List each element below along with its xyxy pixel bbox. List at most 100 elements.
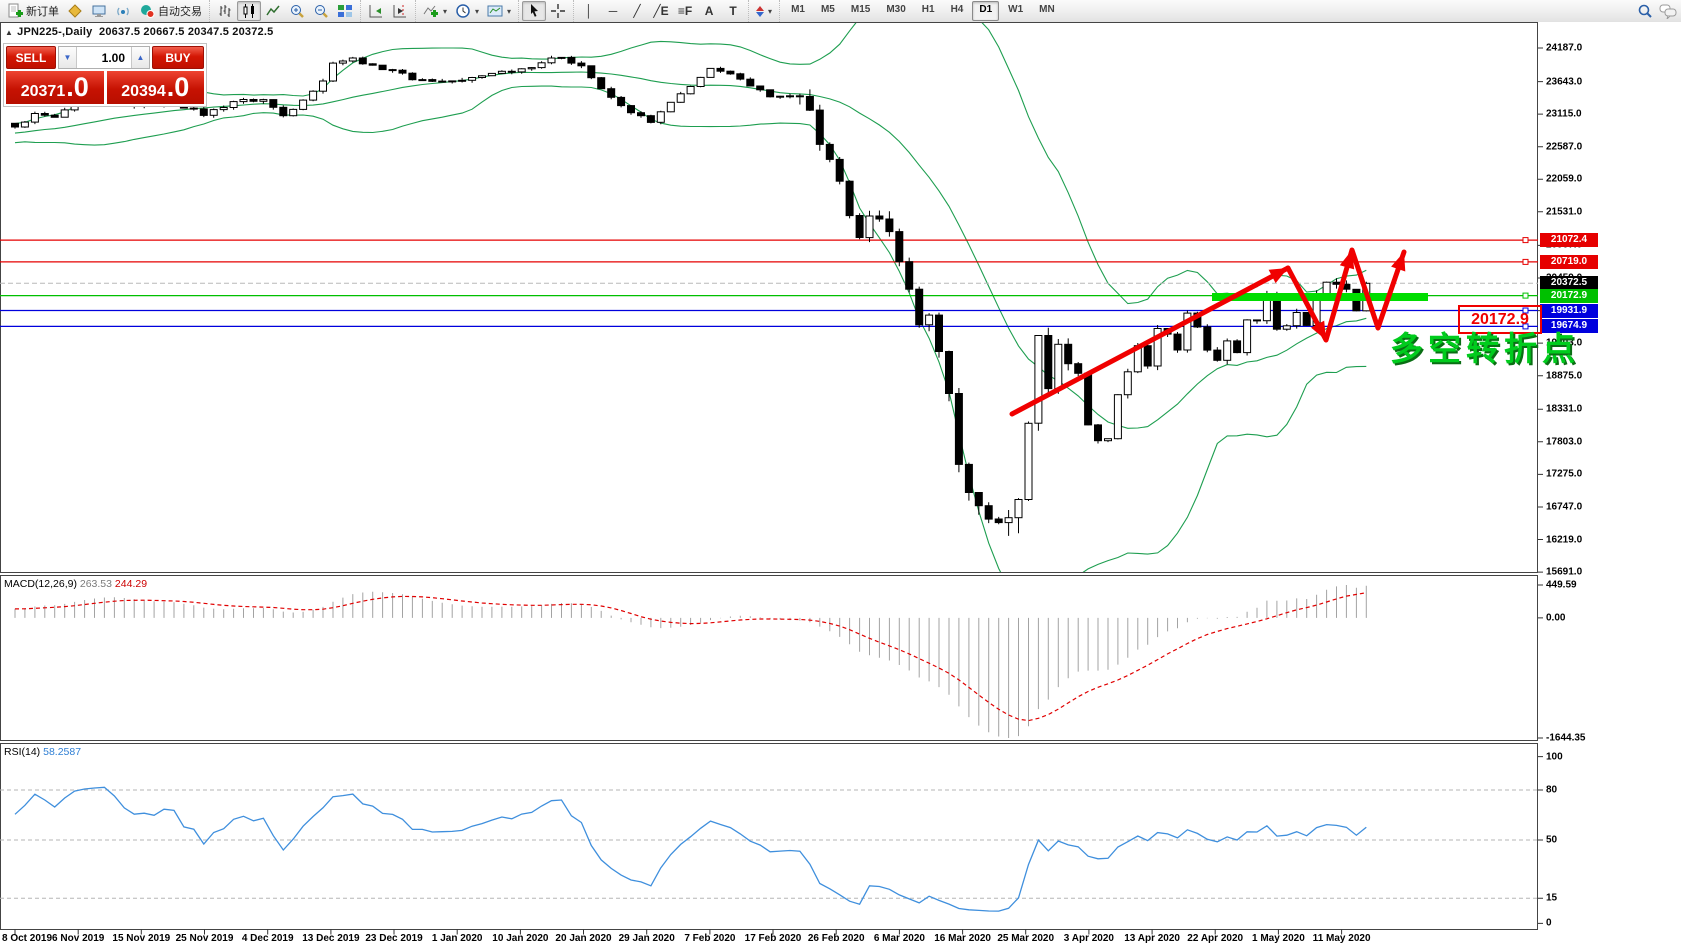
zoom-in-icon (289, 3, 305, 19)
buy-price-main: 20394 (121, 83, 166, 100)
turning-point-annotation[interactable]: 多空转折点 (1390, 330, 1580, 367)
price-annotation-text: 20172.9 (1471, 310, 1529, 328)
new-order-label: 新订单 (26, 6, 59, 18)
toolbar-group-indicators: ▾ ▾ ▾ (415, 0, 518, 22)
line-chart-button[interactable] (261, 1, 285, 21)
timeframe-m15-button[interactable]: M15 (850, 4, 871, 15)
toolbar-group-trade: 新订单 自动交易 (0, 0, 209, 22)
timeframe-h4-button[interactable]: H4 (950, 4, 964, 15)
zoom-in-button[interactable] (285, 1, 309, 21)
collapse-panel-arrow[interactable]: ▲ (5, 28, 14, 37)
chart-title: ▲ JPN225-,Daily 20637.5 20667.5 20347.5 2… (5, 26, 273, 38)
cursor-button[interactable] (522, 1, 547, 21)
sell-price-display[interactable]: 20371.0 (6, 71, 104, 104)
chart-window: 24187.0 23643.0 23115.0 22587.0 22059.0 21531… (0, 22, 1681, 944)
sell-price-frac: .0 (66, 72, 89, 102)
horizontal-line-tool-button[interactable]: ─ (601, 1, 625, 21)
rsi-label: RSI(14) 58.2587 (4, 746, 81, 758)
volume-increase-button[interactable]: ▲ (131, 47, 149, 68)
arrows-tool-icon (756, 5, 765, 17)
equidistant-channel-tool-button[interactable]: ╱E (649, 1, 673, 21)
signal-button[interactable] (111, 1, 135, 21)
macd-signal-value: 244.29 (114, 578, 148, 590)
horizontal-line-tool-icon: ─ (608, 4, 618, 18)
toolbar: 新订单 自动交易 (0, 0, 1681, 24)
chart-shift-button[interactable] (388, 1, 412, 21)
templates-dropdown-caret[interactable]: ▾ (507, 6, 512, 16)
auto-trading-button[interactable]: 自动交易 (135, 1, 206, 21)
buy-price-display[interactable]: 20394.0 (106, 71, 204, 104)
toolbar-group-chart-type (209, 0, 360, 22)
chart-shift-icon (392, 3, 408, 19)
bollinger-bands (14, 23, 1367, 572)
search-icon[interactable] (1637, 3, 1653, 19)
volume-stepper: ▼ 1.00 ▲ (58, 46, 150, 69)
bar-chart-button[interactable] (213, 1, 237, 21)
rsi-plot (14, 786, 1367, 912)
arrows-tool-button[interactable]: ▾ (752, 1, 776, 21)
timeframe-w1-button[interactable]: W1 (1008, 4, 1024, 15)
signal-icon (115, 3, 131, 19)
toolbar-group-scroll (360, 0, 415, 22)
sell-price-main: 20371 (20, 83, 66, 100)
zoom-out-icon (313, 3, 329, 19)
styler-button[interactable] (63, 1, 87, 21)
text-label-tool-icon: T (729, 4, 737, 18)
trendline-tool-button[interactable]: ╱ (625, 1, 649, 21)
macd-label: MACD(12,26,9) 263.53 244.29 (4, 578, 147, 590)
arrows-dropdown-caret[interactable]: ▾ (768, 6, 773, 16)
trend-arrow-line (1009, 265, 1291, 417)
volume-value[interactable]: 1.00 (101, 50, 125, 65)
new-order-button[interactable]: 新订单 (3, 1, 63, 21)
sell-button[interactable]: SELL (6, 46, 56, 69)
cursor-icon (526, 3, 542, 19)
price-annotation-box[interactable]: 20172.9 (1458, 305, 1542, 334)
volume-decrease-button[interactable]: ▼ (59, 47, 77, 68)
one-click-trading-panel: SELL ▼ 1.00 ▲ BUY 20371.0 20394.0 (3, 43, 207, 107)
macd-plot (14, 585, 1367, 738)
green-support-segment (1212, 293, 1428, 301)
template-icon (487, 3, 503, 19)
line-chart-icon (265, 3, 281, 19)
symbol-name: JPN225-,Daily (17, 26, 93, 38)
indicators-dropdown-caret[interactable]: ▾ (443, 6, 448, 16)
timeframe-mn-button[interactable]: MN (1039, 4, 1055, 15)
clock-icon (455, 3, 471, 19)
periods-dropdown-caret[interactable]: ▾ (475, 6, 480, 16)
tile-windows-button[interactable] (333, 1, 357, 21)
timeframe-m1-button[interactable]: M1 (791, 4, 805, 15)
toolbar-right (1637, 1, 1677, 21)
templates-button[interactable]: ▾ (483, 1, 515, 21)
fibonacci-tool-button[interactable]: ≡F (673, 1, 697, 21)
auto-scroll-button[interactable] (364, 1, 388, 21)
new-order-icon (7, 3, 23, 19)
timeframe-d1-button[interactable]: D1 (972, 1, 1000, 21)
vertical-line-tool-icon: │ (585, 4, 593, 18)
terminal-button[interactable] (87, 1, 111, 21)
monitor-icon (91, 3, 107, 19)
buy-button[interactable]: BUY (152, 46, 204, 69)
fibonacci-tool-icon: ≡F (677, 4, 693, 18)
candlestick-chart-icon (241, 3, 257, 19)
timeframe-m5-button[interactable]: M5 (820, 4, 835, 15)
rsi-value: 58.2587 (43, 746, 82, 758)
auto-trading-icon (139, 3, 155, 19)
toolbar-group-drawing-tools: │ ─ ╱ ╱E ≡F A T (573, 0, 748, 22)
vertical-line-tool-button[interactable]: │ (577, 1, 601, 21)
indicators-button[interactable]: ▾ (419, 1, 451, 21)
text-tool-button[interactable]: A (697, 1, 721, 21)
buy-price-frac: .0 (166, 72, 190, 102)
zoom-out-button[interactable] (309, 1, 333, 21)
timeframe-h1-button[interactable]: H1 (921, 4, 935, 15)
chat-icon[interactable] (1659, 3, 1677, 20)
timeframe-m30-button[interactable]: M30 (886, 4, 906, 15)
periods-button[interactable]: ▾ (451, 1, 483, 21)
toolbar-group-timeframes: M1 M5 M15 M30 H1 H4 D1 W1 MN (779, 0, 1066, 22)
text-label-tool-button[interactable]: T (721, 1, 745, 21)
trendline-tool-icon: ╱ (633, 4, 641, 18)
chart-canvas[interactable] (0, 22, 1681, 944)
crosshair-button[interactable] (546, 1, 570, 21)
macd-main-value: 263.53 (79, 578, 112, 590)
candlestick-chart-button[interactable] (237, 1, 261, 21)
